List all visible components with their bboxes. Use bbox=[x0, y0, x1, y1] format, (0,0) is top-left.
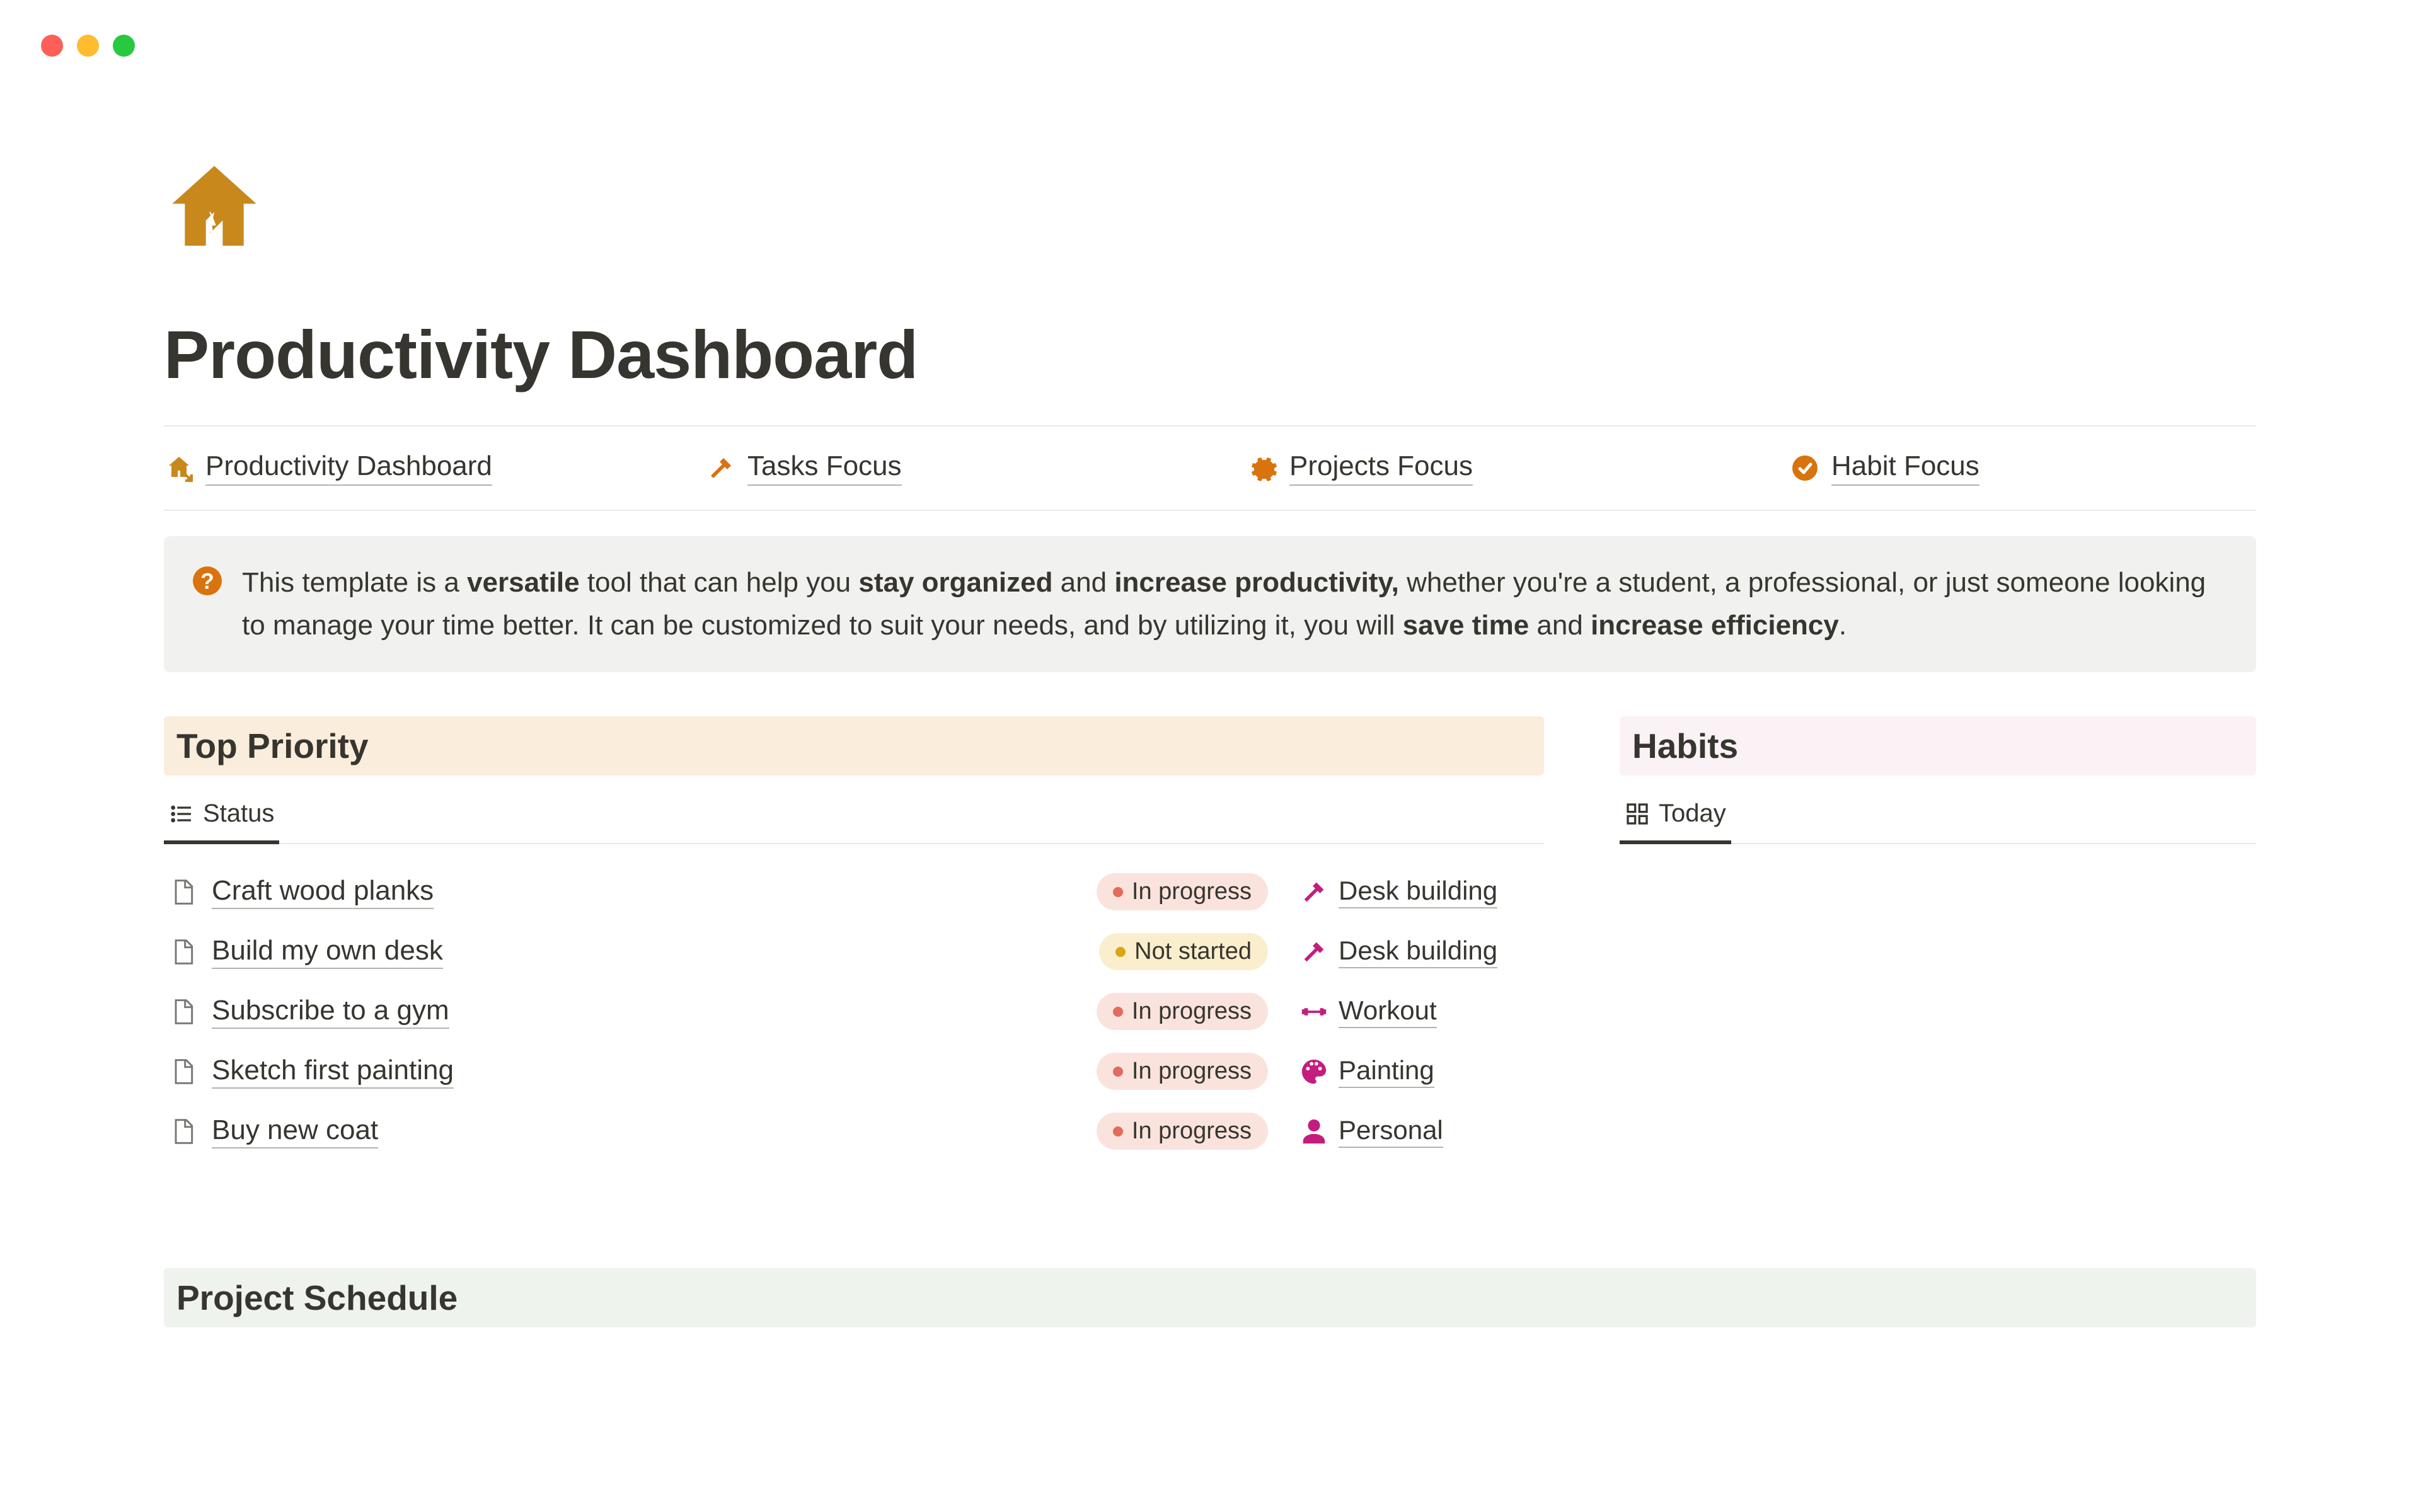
fullscreen-window-button[interactable] bbox=[113, 35, 135, 57]
nav-projects-focus[interactable]: Projects Focus bbox=[1248, 450, 1790, 486]
nav-label: Projects Focus bbox=[1289, 450, 1473, 486]
hammer-pink-icon bbox=[1299, 878, 1328, 907]
status-label: In progress bbox=[1132, 998, 1252, 1025]
status-pill: In progress bbox=[1097, 1053, 1268, 1090]
project-label: Painting bbox=[1339, 1055, 1434, 1088]
nav-row: Productivity Dashboard Tasks Focus Proje… bbox=[164, 427, 2256, 510]
divider bbox=[164, 510, 2256, 511]
window-traffic-lights bbox=[0, 0, 2420, 57]
document-icon bbox=[169, 1057, 197, 1087]
document-icon bbox=[169, 877, 197, 907]
project-label: Workout bbox=[1339, 995, 1437, 1028]
document-icon bbox=[169, 997, 197, 1027]
status-label: In progress bbox=[1132, 1058, 1252, 1085]
task-title: Craft wood planks bbox=[212, 875, 434, 909]
nav-habit-focus[interactable]: Habit Focus bbox=[1790, 450, 1979, 486]
info-callout: ? This template is a versatile tool that… bbox=[164, 536, 2256, 672]
task-title: Sketch first painting bbox=[212, 1055, 454, 1089]
task-row[interactable]: Subscribe to a gym In progress Workout bbox=[164, 982, 1544, 1041]
status-label: In progress bbox=[1132, 878, 1252, 905]
nav-label: Habit Focus bbox=[1831, 450, 1979, 486]
section-header-habits: Habits bbox=[1620, 716, 2256, 776]
document-icon bbox=[169, 937, 197, 967]
project-label: Personal bbox=[1339, 1115, 1443, 1148]
task-row[interactable]: Build my own desk Not started Desk buildin… bbox=[164, 922, 1544, 982]
status-label: Not started bbox=[1134, 938, 1252, 965]
page-title: Productivity Dashboard bbox=[164, 315, 2256, 394]
project-link[interactable]: Workout bbox=[1299, 995, 1539, 1028]
project-link[interactable]: Desk building bbox=[1299, 936, 1539, 968]
task-title: Subscribe to a gym bbox=[212, 995, 449, 1029]
list-icon bbox=[169, 801, 194, 827]
gear-icon bbox=[1248, 453, 1278, 483]
project-link[interactable]: Painting bbox=[1299, 1055, 1539, 1088]
task-row[interactable]: Craft wood planks In progress Desk buildin… bbox=[164, 862, 1544, 922]
status-pill: Not started bbox=[1099, 933, 1268, 970]
status-pill: In progress bbox=[1097, 1113, 1268, 1150]
status-dot-icon bbox=[1115, 947, 1126, 957]
page-icon-house[interactable] bbox=[164, 158, 265, 258]
view-tabs-habits: Today bbox=[1620, 787, 2256, 844]
project-label: Desk building bbox=[1339, 936, 1497, 968]
person-icon bbox=[1299, 1117, 1328, 1146]
view-tabs-priority: Status bbox=[164, 787, 1544, 844]
task-title: Build my own desk bbox=[212, 935, 443, 969]
section-header-schedule: Project Schedule bbox=[164, 1268, 2256, 1327]
check-circle-icon bbox=[1790, 453, 1820, 483]
section-header-priority: Top Priority bbox=[164, 716, 1544, 776]
project-link[interactable]: Personal bbox=[1299, 1115, 1539, 1148]
tab-label: Status bbox=[203, 799, 274, 828]
hammer-pink-icon bbox=[1299, 937, 1328, 966]
svg-text:?: ? bbox=[200, 569, 214, 594]
nav-productivity-dashboard[interactable]: Productivity Dashboard bbox=[164, 450, 706, 486]
palette-icon bbox=[1299, 1057, 1328, 1086]
status-label: In progress bbox=[1132, 1118, 1252, 1145]
project-link[interactable]: Desk building bbox=[1299, 876, 1539, 908]
dumbbell-icon bbox=[1299, 997, 1328, 1026]
hammer-icon bbox=[706, 453, 736, 483]
task-row[interactable]: Buy new coat In progress Personal bbox=[164, 1101, 1544, 1161]
nav-tasks-focus[interactable]: Tasks Focus bbox=[706, 450, 1248, 486]
task-row[interactable]: Sketch first painting In progress Painting bbox=[164, 1041, 1544, 1101]
task-title: Buy new coat bbox=[212, 1114, 378, 1148]
status-dot-icon bbox=[1113, 1126, 1123, 1137]
nav-label: Tasks Focus bbox=[747, 450, 902, 486]
status-pill: In progress bbox=[1097, 873, 1268, 910]
nav-label: Productivity Dashboard bbox=[205, 450, 492, 486]
status-dot-icon bbox=[1113, 1007, 1123, 1017]
project-label: Desk building bbox=[1339, 876, 1497, 908]
home-arrow-icon bbox=[164, 453, 194, 483]
tab-status[interactable]: Status bbox=[164, 787, 279, 844]
document-icon bbox=[169, 1116, 197, 1147]
task-list: Craft wood planks In progress Desk buildin… bbox=[164, 862, 1544, 1161]
close-window-button[interactable] bbox=[41, 35, 63, 57]
status-dot-icon bbox=[1113, 1067, 1123, 1077]
gallery-icon bbox=[1625, 801, 1650, 827]
callout-text: This template is a versatile tool that c… bbox=[242, 561, 2228, 647]
status-pill: In progress bbox=[1097, 993, 1268, 1030]
status-dot-icon bbox=[1113, 887, 1123, 897]
tab-today[interactable]: Today bbox=[1620, 787, 1731, 844]
minimize-window-button[interactable] bbox=[77, 35, 99, 57]
question-circle-icon: ? bbox=[192, 565, 223, 597]
tab-label: Today bbox=[1659, 799, 1726, 828]
